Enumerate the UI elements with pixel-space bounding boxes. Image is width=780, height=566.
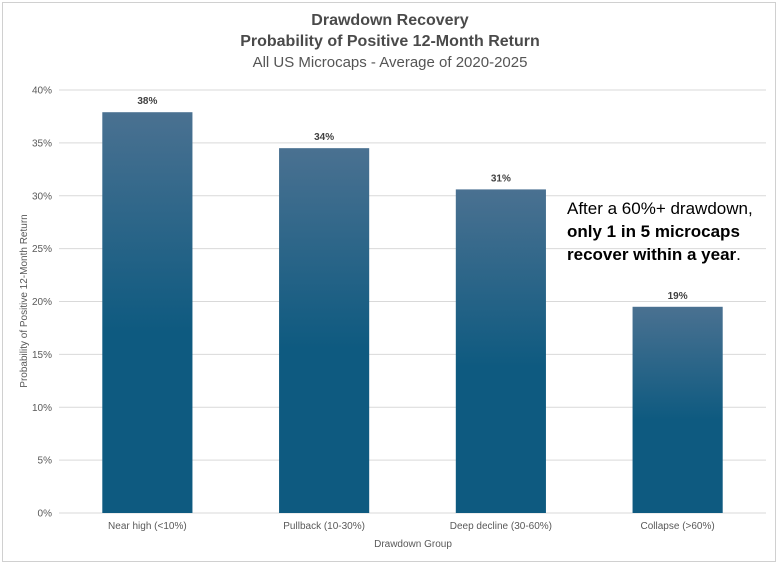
data-label: 34%	[314, 132, 334, 143]
chart-subtitle: All US Microcaps - Average of 2020-2025	[252, 54, 528, 71]
annotation-line-3-end: .	[736, 245, 741, 264]
y-tick-label: 25%	[32, 244, 52, 255]
x-tick-label: Pullback (10-30%)	[283, 521, 365, 532]
chart-annotation: After a 60%+ drawdown, only 1 in 5 micro…	[567, 197, 777, 266]
data-label: 31%	[491, 173, 511, 184]
x-tick-label: Near high (<10%)	[108, 521, 187, 532]
y-tick-label: 10%	[32, 403, 52, 414]
x-axis-title: Drawdown Group	[374, 539, 452, 550]
bar	[455, 189, 546, 513]
y-tick-label: 30%	[32, 191, 52, 202]
y-tick-label: 35%	[32, 138, 52, 149]
y-tick-label: 20%	[32, 297, 52, 308]
y-tick-label: 0%	[38, 509, 53, 520]
annotation-line-2: only 1 in 5 microcaps	[567, 222, 740, 241]
y-tick-label: 15%	[32, 350, 52, 361]
y-tick-label: 40%	[32, 86, 52, 97]
annotation-line-3: recover within a year	[567, 245, 737, 264]
x-tick-label: Deep decline (30-60%)	[450, 521, 552, 532]
bar	[632, 306, 723, 513]
y-tick-label: 5%	[38, 456, 53, 467]
x-tick-label: Collapse (>60%)	[641, 521, 715, 532]
chart-title-block: Drawdown Recovery Probability of Positiv…	[0, 10, 780, 73]
data-label: 19%	[668, 291, 688, 302]
chart-subtitle-bold: Probability of Positive 12-Month Return	[240, 33, 540, 50]
y-axis-title: Probability of Positive 12-Month Return	[19, 214, 30, 387]
chart-title: Drawdown Recovery	[311, 12, 469, 29]
bar	[279, 148, 370, 513]
bar	[102, 112, 193, 514]
data-label: 38%	[137, 96, 157, 107]
annotation-line-1: After a 60%+ drawdown,	[567, 199, 753, 218]
